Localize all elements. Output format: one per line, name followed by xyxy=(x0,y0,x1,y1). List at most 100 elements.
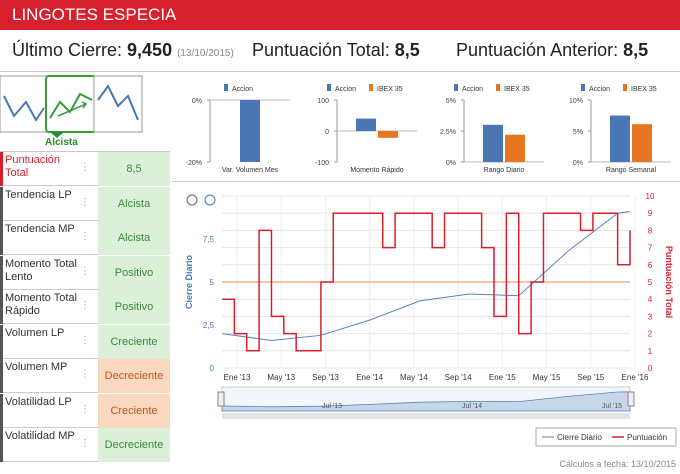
indicator-label: Volumen MP xyxy=(0,359,80,393)
y-tick-label: 0 xyxy=(325,129,329,136)
indicator-label: Volatilidad MP xyxy=(0,428,80,462)
indicator-label: Tendencia MP xyxy=(0,221,80,255)
x-tick-label: May '13 xyxy=(267,373,295,382)
y-tick-label: 2.5% xyxy=(440,129,456,136)
info-icon[interactable]: ⋮ xyxy=(80,300,90,311)
x-tick-label: Sep '14 xyxy=(445,373,472,382)
info-icon[interactable]: ⋮ xyxy=(80,438,90,449)
info-icon[interactable]: ⋮ xyxy=(80,231,90,242)
y-tick-label: 100 xyxy=(317,98,329,105)
legend-swatch xyxy=(369,84,373,91)
y2-tick-label: 8 xyxy=(648,226,653,235)
arrow-up-icon xyxy=(57,101,88,117)
y2-tick-label: 6 xyxy=(648,261,653,270)
y-tick-label: 0 xyxy=(210,364,215,373)
app-title: LINGOTES ESPECIA xyxy=(0,0,680,30)
y-tick-label: -20% xyxy=(186,160,202,167)
small-chart-svg: Accion IBEX 35 5% 2.5% 0% Rango Diario xyxy=(440,84,544,174)
last-close: Último Cierre: 9,450 (13/10/2015) xyxy=(12,40,234,60)
info-icon[interactable]: ⋮ xyxy=(80,369,90,380)
y-tick-label: -100 xyxy=(315,160,329,167)
bar xyxy=(505,134,525,162)
y-tick-label: 0% xyxy=(446,160,456,167)
summary-bar: Último Cierre: 9,450 (13/10/2015) Puntua… xyxy=(0,30,680,72)
indicator-row[interactable]: Momento Total Rápido ⋮ Positivo xyxy=(0,290,170,324)
indicator-value: 8,5 xyxy=(98,152,170,186)
zoom-in-icon[interactable] xyxy=(186,194,198,206)
navigator-handle-right[interactable] xyxy=(627,391,635,407)
trend-up-box-selected[interactable] xyxy=(45,75,97,133)
small-chart-svg: Accion IBEX 35 100 0 -100 Momento Rápido xyxy=(315,84,417,174)
x-tick-label: Ene '13 xyxy=(224,373,251,382)
bar xyxy=(356,118,376,131)
indicator-row[interactable]: Momento Total Lento ⋮ Positivo xyxy=(0,255,170,290)
legend-swatch xyxy=(224,84,228,91)
indicator-value: Creciente xyxy=(98,393,170,428)
trend-up-line-icon xyxy=(49,92,93,119)
previous-score: Puntuación Anterior: 8,5 xyxy=(456,40,649,60)
trend-down-line-icon xyxy=(3,95,45,122)
indicator-row[interactable]: Volumen LP ⋮ Creciente xyxy=(0,324,170,359)
indicator-row[interactable]: Volatilidad LP ⋮ Creciente xyxy=(0,393,170,428)
small-chart-title: Rango Diario xyxy=(484,167,525,174)
y2-tick-label: 0 xyxy=(648,364,653,373)
bar xyxy=(378,131,398,138)
trend-label: Alcista xyxy=(45,137,78,148)
indicator-value: Creciente xyxy=(98,324,170,359)
small-chart: Accion IBEX 35 5% 2.5% 0% Rango Diario xyxy=(426,72,553,182)
navigator-handle-left[interactable] xyxy=(217,391,225,407)
info-icon[interactable]: ⋮ xyxy=(80,162,90,173)
small-chart-title: Var. Volumen Mes xyxy=(222,167,279,174)
scrollbar[interactable] xyxy=(222,413,630,419)
y2-axis-label: Puntuación Total xyxy=(664,246,674,318)
comparison-charts: Accion 0% -20% Var. Volumen Mes Accion IBEX 3… xyxy=(172,72,680,182)
y-tick-label: 0% xyxy=(192,98,202,105)
y-axis-label: Cierre Diario xyxy=(184,254,194,309)
info-icon[interactable]: ⋮ xyxy=(80,334,90,346)
y2-tick-label: 7 xyxy=(648,244,653,253)
info-icon[interactable]: ⋮ xyxy=(80,403,90,415)
indicator-row[interactable]: Volumen MP ⋮ Decreciente xyxy=(0,359,170,393)
navigator-tick: Jul '15 xyxy=(602,403,622,410)
zoom-out-icon[interactable] xyxy=(204,194,216,206)
indicator-row[interactable]: Tendencia LP ⋮ Alcista xyxy=(0,186,170,221)
indicator-row[interactable]: Volatilidad MP ⋮ Decreciente xyxy=(0,428,170,462)
legend-swatch xyxy=(581,84,585,91)
series-puntuacion xyxy=(222,212,631,352)
y2-tick-label: 1 xyxy=(648,347,653,356)
small-chart-svg: Accion IBEX 35 10% 5% 0% Rango Semanal xyxy=(569,84,671,174)
y-tick-label: 0% xyxy=(573,160,583,167)
info-icon[interactable]: ⋮ xyxy=(80,265,90,277)
y2-tick-label: 2 xyxy=(648,330,653,339)
trend-selector: Alcista xyxy=(0,72,170,152)
indicator-row[interactable]: Puntuación Total ⋮ 8,5 xyxy=(0,152,170,186)
indicator-row[interactable]: Tendencia MP ⋮ Alcista xyxy=(0,221,170,255)
previous-score-value: 8,5 xyxy=(623,40,649,60)
trend-flat-line-icon xyxy=(97,84,139,121)
x-tick-label: May '14 xyxy=(400,373,428,382)
x-tick-label: May '15 xyxy=(533,373,561,382)
legend-label: Puntuación xyxy=(627,433,667,442)
bar xyxy=(610,115,630,162)
selected-marker-icon xyxy=(50,132,64,138)
small-chart: Accion IBEX 35 10% 5% 0% Rango Semanal xyxy=(553,72,680,182)
info-icon[interactable]: ⋮ xyxy=(80,196,90,208)
indicator-label: Tendencia LP xyxy=(0,186,80,221)
small-chart: Accion 0% -20% Var. Volumen Mes xyxy=(172,72,299,182)
indicator-label: Volumen LP xyxy=(0,324,80,359)
indicator-value: Decreciente xyxy=(98,359,170,393)
y-tick-label: 5% xyxy=(573,129,583,136)
legend-label: Cierre Diario xyxy=(557,433,602,442)
indicator-value: Positivo xyxy=(98,290,170,324)
y-tick-label: 5 xyxy=(210,278,215,287)
y2-tick-label: 5 xyxy=(648,278,653,287)
y-tick-label: 2,5 xyxy=(203,321,215,330)
main-chart-svg[interactable]: Ene '13 May '13 Sep '13 Ene '14 May '14 Sep '… xyxy=(172,182,680,452)
navigator-tick: Jul '13 xyxy=(322,403,342,410)
legend-label: Accion xyxy=(232,86,253,93)
bar xyxy=(483,124,503,162)
legend-swatch xyxy=(327,84,331,91)
small-chart-title: Rango Semanal xyxy=(606,167,657,174)
x-tick-label: Sep '13 xyxy=(312,373,339,382)
y2-tick-label: 4 xyxy=(648,295,653,304)
